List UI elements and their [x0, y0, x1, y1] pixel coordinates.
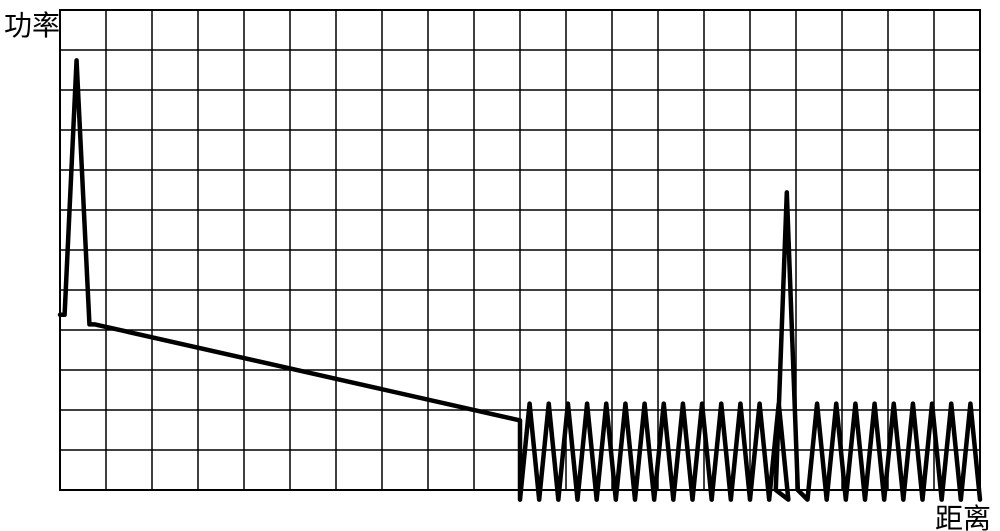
chart-container: 功率 距离 [0, 0, 1000, 531]
chart-plot [0, 0, 1000, 531]
chart-grid [60, 10, 980, 490]
